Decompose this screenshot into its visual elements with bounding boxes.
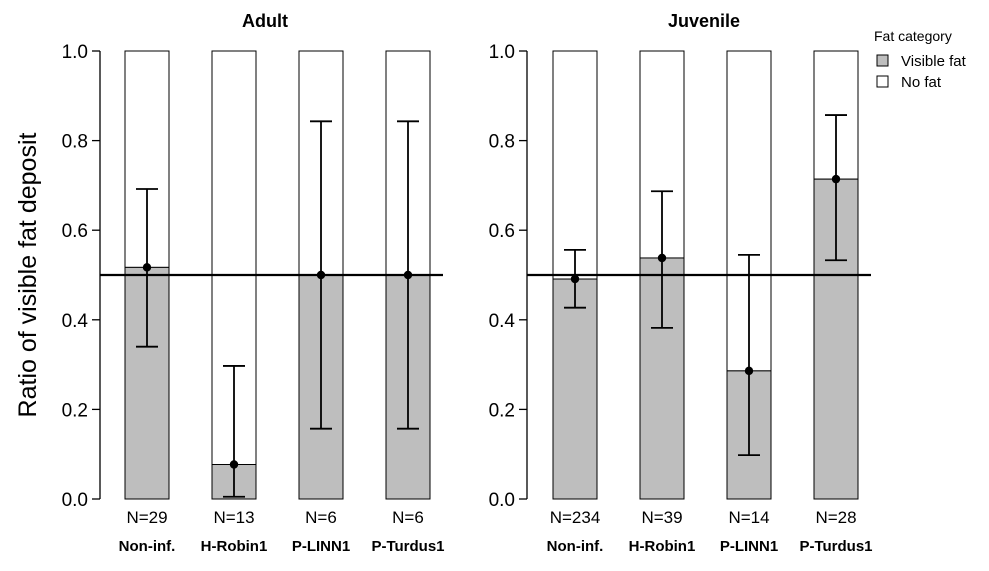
y-tick-label: 0.0 xyxy=(62,490,88,511)
n-label: N=6 xyxy=(305,508,337,527)
n-label: N=6 xyxy=(392,508,424,527)
category-label: Non-inf. xyxy=(119,538,176,555)
category-label: P-LINN1 xyxy=(292,538,350,555)
category-label: P-Turdus1 xyxy=(799,538,872,555)
bar-no-fat xyxy=(552,50,598,280)
bar-visible-fat xyxy=(552,278,598,500)
category-label: Non-inf. xyxy=(547,538,604,555)
y-tick-label: 0.2 xyxy=(62,400,88,421)
legend: Fat category Visible fat No fat xyxy=(874,28,967,91)
panel-title: Adult xyxy=(242,11,288,31)
category-label: P-Turdus1 xyxy=(371,538,444,555)
category-label: H-Robin1 xyxy=(201,538,268,555)
legend-title: Fat category xyxy=(874,28,952,44)
category-label: H-Robin1 xyxy=(629,538,696,555)
mean-point xyxy=(316,270,326,280)
mean-point xyxy=(744,366,754,376)
y-tick-label: 1.0 xyxy=(489,42,515,63)
mean-point xyxy=(229,460,239,469)
n-label: N=13 xyxy=(213,508,254,527)
y-tick-label: 0.4 xyxy=(62,311,89,332)
y-tick-label: 0.0 xyxy=(489,490,515,511)
y-tick-label: 0.8 xyxy=(489,132,515,153)
y-tick-label: 1.0 xyxy=(62,42,88,63)
n-label: N=29 xyxy=(126,508,167,527)
category-label: P-LINN1 xyxy=(720,538,778,555)
legend-swatch xyxy=(876,75,889,88)
n-label: N=234 xyxy=(550,508,601,527)
n-label: N=28 xyxy=(815,508,856,527)
y-tick-label: 0.8 xyxy=(62,132,88,153)
panel-title: Juvenile xyxy=(668,11,740,31)
y-tick-label: 0.4 xyxy=(489,311,516,332)
panel-adult: Adult 0.0 0.2 0.4 0.6 0.8 1.0 N=29 Non-inf. N=13 H… xyxy=(62,11,445,555)
legend-label: Visible fat xyxy=(901,53,967,70)
mean-point xyxy=(570,274,580,284)
mean-point xyxy=(142,263,152,272)
n-label: N=39 xyxy=(641,508,682,527)
y-tick-label: 0.6 xyxy=(489,221,515,242)
legend-label: No fat xyxy=(901,74,942,91)
legend-swatch xyxy=(876,54,889,67)
y-tick-label: 0.2 xyxy=(489,400,515,421)
panels: Adult 0.0 0.2 0.4 0.6 0.8 1.0 N=29 Non-inf. N=13 H… xyxy=(62,11,873,555)
n-label: N=14 xyxy=(728,508,769,527)
y-axis-label: Ratio of visible fat deposit xyxy=(14,133,42,418)
mean-point xyxy=(657,253,667,263)
mean-point xyxy=(403,270,413,280)
panel-juvenile: Juvenile 0.0 0.2 0.4 0.6 0.8 1.0 N=234 Non-inf. N… xyxy=(489,11,873,555)
mean-point xyxy=(831,174,841,184)
y-tick-label: 0.6 xyxy=(62,221,88,242)
